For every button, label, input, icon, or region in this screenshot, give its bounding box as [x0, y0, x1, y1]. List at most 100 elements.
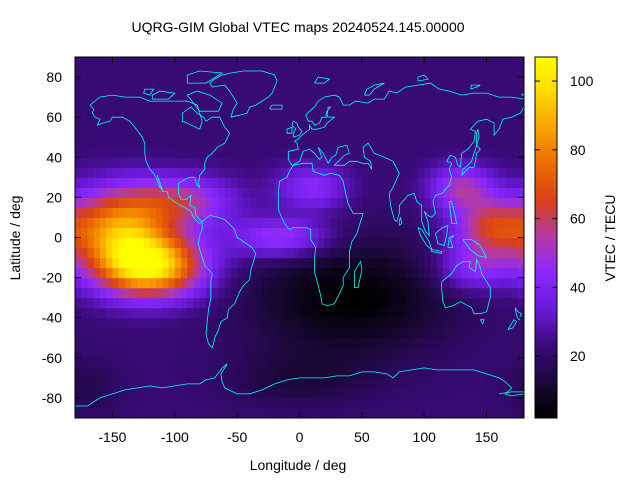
heatmap-cell [280, 397, 288, 409]
heatmap-cell [293, 197, 301, 209]
heatmap-cell [255, 227, 263, 239]
heatmap-cell [112, 217, 120, 229]
heatmap-cell [368, 217, 375, 229]
heatmap-cell [324, 367, 332, 379]
heatmap-cell [374, 177, 382, 188]
heatmap-cell [336, 77, 344, 88]
heatmap-cell [131, 207, 138, 219]
heatmap-cell [162, 267, 170, 279]
heatmap-cell [455, 117, 463, 128]
heatmap-cell [156, 67, 163, 78]
heatmap-cell [124, 277, 132, 289]
heatmap-cell [118, 397, 126, 409]
heatmap-cell [75, 77, 82, 88]
heatmap-cell [168, 317, 176, 329]
heatmap-cell [249, 167, 257, 178]
heatmap-cell [442, 157, 450, 168]
heatmap-cell [199, 397, 207, 409]
heatmap-cell [299, 407, 307, 418]
coastline-severnaya-zemlya [417, 74, 429, 82]
heatmap-cell [293, 287, 301, 299]
heatmap-cell [343, 107, 350, 118]
heatmap-cell [349, 57, 357, 68]
heatmap-cell [336, 217, 344, 229]
heatmap-cell [199, 337, 207, 349]
heatmap-cell [193, 247, 201, 259]
heatmap-cell [124, 267, 132, 279]
heatmap-cell [368, 397, 375, 409]
heatmap-cell [137, 247, 145, 259]
heatmap-cell [106, 247, 114, 259]
heatmap-cell [205, 227, 213, 239]
heatmap-cell [243, 187, 251, 198]
heatmap-cell [517, 217, 524, 229]
heatmap-cell [156, 187, 163, 198]
heatmap-cell [442, 147, 450, 158]
heatmap-cell [474, 387, 481, 399]
heatmap-cell [461, 127, 469, 138]
heatmap-cell [474, 297, 481, 309]
heatmap-cell [305, 387, 313, 399]
heatmap-cell [112, 247, 120, 259]
heatmap-cell [486, 267, 494, 279]
heatmap-cell [143, 317, 151, 329]
heatmap-cell [361, 327, 369, 339]
heatmap-cell [224, 77, 232, 88]
heatmap-cell [355, 87, 363, 98]
heatmap-cell [199, 387, 207, 399]
heatmap-cell [442, 337, 450, 349]
heatmap-cell [480, 117, 488, 128]
heatmap-cell [405, 97, 413, 108]
heatmap-cell [361, 147, 369, 158]
heatmap-cell [368, 167, 375, 178]
heatmap-cell [249, 337, 257, 349]
heatmap-cell [174, 277, 182, 289]
heatmap-cell [336, 157, 344, 168]
heatmap-cell [274, 357, 282, 369]
heatmap-cell [361, 127, 369, 138]
heatmap-cell [305, 87, 313, 98]
heatmap-cell [124, 317, 132, 329]
heatmap-cell [106, 187, 114, 198]
heatmap-cell [224, 67, 232, 78]
heatmap-cell [299, 357, 307, 369]
heatmap-cell [174, 147, 182, 158]
heatmap-cell [505, 177, 513, 188]
heatmap-cell [380, 257, 388, 269]
heatmap-cell [187, 257, 195, 269]
heatmap-cell [492, 377, 500, 389]
heatmap-cell [293, 247, 301, 259]
heatmap-cell [461, 367, 469, 379]
heatmap-cell [131, 87, 138, 98]
heatmap-cell [156, 367, 163, 379]
heatmap-cell [336, 307, 344, 319]
heatmap-cell [461, 337, 469, 349]
heatmap-cell [199, 67, 207, 78]
heatmap-cell [305, 367, 313, 379]
heatmap-cell [212, 127, 220, 138]
heatmap-cell [299, 237, 307, 249]
heatmap-cell [505, 187, 513, 198]
heatmap-cell [249, 377, 257, 389]
heatmap-cell [168, 267, 176, 279]
heatmap-cell [287, 57, 294, 68]
coastline-sri-lanka [398, 217, 403, 226]
heatmap-cell [417, 137, 425, 148]
heatmap-cell [280, 207, 288, 219]
heatmap-cell [237, 177, 244, 188]
heatmap-cell [411, 57, 419, 68]
heatmap-cell [486, 217, 494, 229]
heatmap-cell [87, 367, 95, 379]
heatmap-cell [517, 127, 524, 138]
heatmap-cell [386, 287, 394, 299]
heatmap-cell [436, 367, 444, 379]
heatmap-cell [442, 167, 450, 178]
heatmap-cell [299, 157, 307, 168]
heatmap-cell [118, 337, 126, 349]
heatmap-cell [243, 177, 251, 188]
heatmap-cell [118, 347, 126, 359]
heatmap-cell [449, 137, 457, 148]
heatmap-cell [87, 137, 95, 148]
heatmap-cell [336, 387, 344, 399]
heatmap-cell [181, 177, 188, 188]
